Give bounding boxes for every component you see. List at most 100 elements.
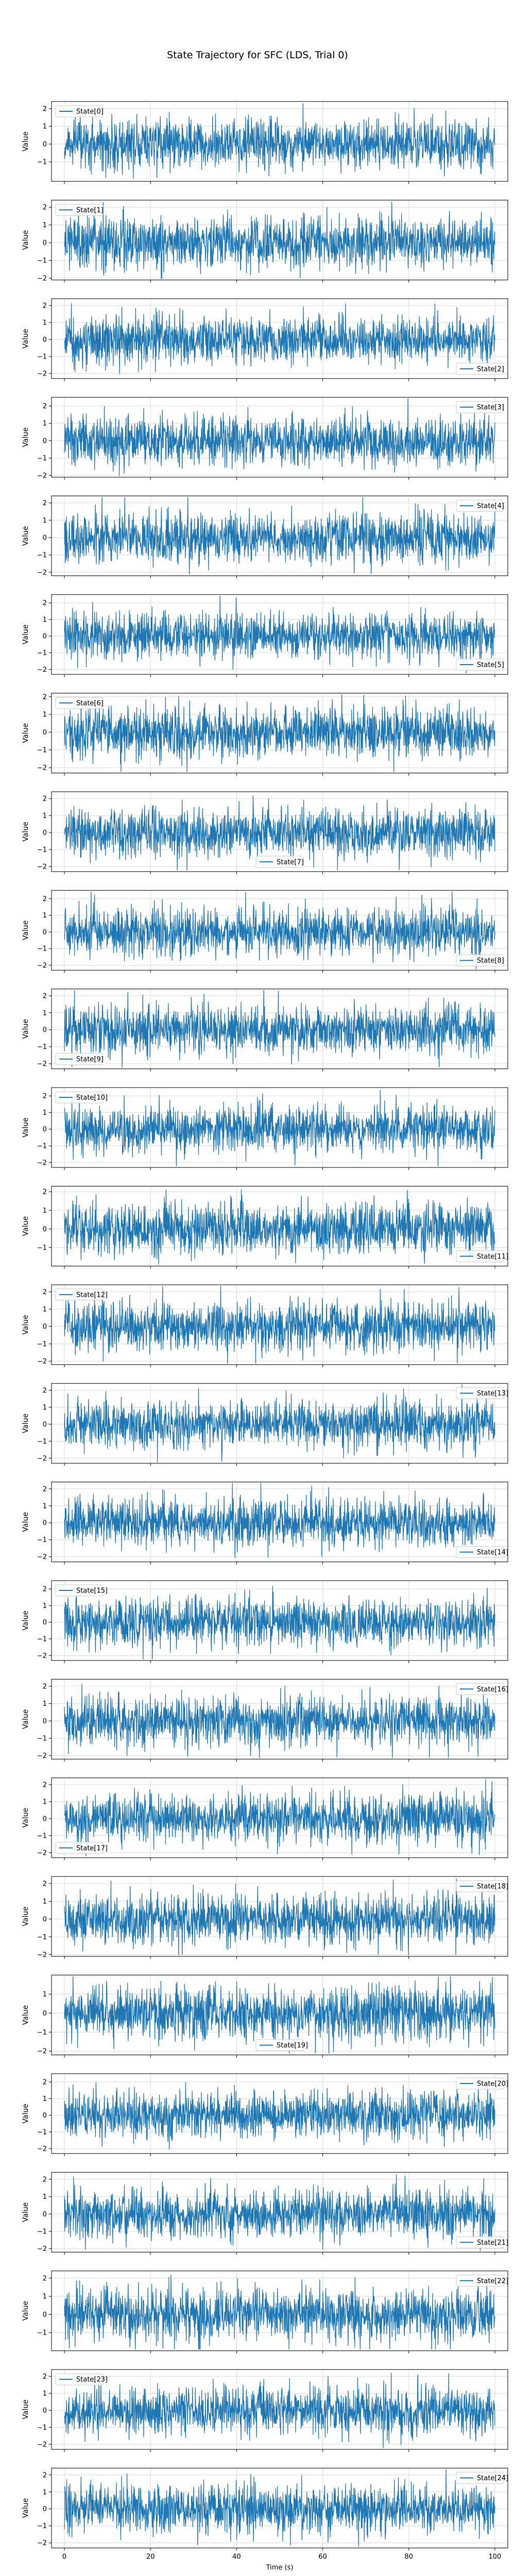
legend-12: State[12] [55, 1289, 108, 1301]
y-tick-label: 0 [43, 729, 47, 737]
y-axis-label: Value [22, 1019, 30, 1039]
y-axis-label: Value [22, 2005, 30, 2025]
legend-box [456, 1683, 504, 1695]
legend-box [456, 2077, 504, 2090]
series-line-16 [64, 1684, 495, 1758]
y-tick-label: 1 [43, 1700, 47, 1708]
legend-label: State[0] [76, 108, 104, 116]
series-line-8 [64, 891, 495, 970]
y-tick-label: −1 [37, 552, 47, 560]
y-tick-label: 0 [43, 1619, 47, 1626]
y-tick-label: −1 [37, 1043, 47, 1051]
y-axis-label: Value [22, 1413, 30, 1433]
series-line-13 [64, 1384, 495, 1463]
y-tick-label: 1 [43, 1109, 47, 1117]
y-tick-label: 1 [43, 912, 47, 920]
y-axis-label: Value [22, 131, 30, 151]
legend-label: State[6] [76, 700, 104, 707]
y-axis-label: Value [22, 230, 30, 250]
legend-box [55, 1289, 104, 1301]
axes-frame [51, 594, 508, 675]
axes-frame [51, 1185, 508, 1266]
y-axis-label: Value [22, 2202, 30, 2222]
y-tick-label: 2 [43, 2176, 47, 2183]
series-line-14 [64, 1483, 495, 1558]
y-tick-label: 1 [43, 2095, 47, 2103]
y-tick-label: 2 [43, 105, 47, 113]
series-line-22 [64, 2274, 495, 2350]
subplot-2: −2 −1 0 1 2 Value State[2] [22, 298, 508, 381]
y-tick-label: 0 [43, 1026, 47, 1034]
legend-label: State[4] [477, 502, 504, 510]
legend-label: State[11] [477, 1253, 508, 1261]
subplot-24: −2 −1 0 1 2 Value State[24] 0 20 40 60 80 100 Time (s… [22, 2468, 508, 2572]
y-tick-label: 2 [43, 1880, 47, 1888]
y-tick-label: 1 [43, 123, 47, 131]
y-tick-label: 0 [43, 1718, 47, 1725]
series-line-19 [64, 1976, 495, 2054]
subplot-8: −2 −1 0 1 2 Value State[8] [22, 890, 508, 973]
subplot-15: −2 −1 0 1 2 Value State[15] [22, 1580, 508, 1663]
subplot-19: −2 −1 0 1 Value State[19] [22, 1975, 508, 2058]
y-tick-label: −2 [37, 1553, 47, 1561]
y-tick-label: 2 [43, 795, 47, 803]
legend-box [55, 1842, 104, 1854]
y-axis-label: Value [22, 1808, 30, 1827]
y-tick-label: 0 [43, 1519, 47, 1527]
axes-frame [51, 101, 508, 182]
y-tick-label: −1 [37, 1735, 47, 1742]
y-tick-label: −2 [37, 666, 47, 674]
legend-label: State[19] [277, 2042, 308, 2049]
legend-label: State[2] [477, 365, 504, 373]
series-line-15 [64, 1586, 495, 1660]
series-line-18 [64, 1878, 495, 1956]
y-tick-label: 1 [43, 319, 47, 327]
y-tick-label: 0 [43, 1323, 47, 1331]
y-tick-label: −2 [37, 1159, 47, 1167]
y-tick-label: −1 [37, 2329, 47, 2337]
subplot-9: −2 −1 0 1 2 Value State[9] [22, 989, 508, 1072]
y-tick-label: −2 [37, 1060, 47, 1068]
y-tick-label: 0 [43, 437, 47, 445]
legend-box [456, 658, 504, 671]
y-tick-label: 2 [43, 500, 47, 507]
legend-label: State[1] [76, 207, 104, 214]
legend-7: State[7] [255, 856, 304, 868]
series-line-5 [64, 595, 495, 674]
y-tick-label: 1 [43, 2193, 47, 2201]
y-tick-label: −1 [37, 2424, 47, 2432]
subplot-7: −2 −1 0 1 2 Value State[7] [22, 791, 508, 874]
series-line-10 [64, 1090, 495, 1167]
y-tick-label: 2 [43, 1781, 47, 1789]
y-tick-label: −2 [37, 1752, 47, 1760]
y-tick-label: 2 [43, 302, 47, 310]
y-axis-label: Value [22, 1611, 30, 1630]
legend-box [456, 2236, 504, 2248]
y-tick-label: 0 [43, 1421, 47, 1429]
y-tick-label: 2 [43, 1093, 47, 1100]
legend-6: State[6] [55, 697, 104, 709]
x-tick-label: 40 [232, 2553, 241, 2561]
subplot-1: −2 −1 0 1 2 Value State[1] [22, 199, 508, 282]
axes-frame [51, 397, 508, 478]
subplot-4: −2 −1 0 1 2 Value State[4] [22, 496, 508, 579]
axes-frame [51, 199, 508, 280]
x-tick-label: 80 [404, 2553, 413, 2561]
subplot-16: −2 −1 0 1 2 Value State[16] [22, 1679, 508, 1762]
y-tick-label: −1 [37, 2522, 47, 2530]
legend-9: State[9] [55, 1053, 104, 1065]
y-tick-label: −1 [37, 1934, 47, 1941]
y-tick-label: 2 [43, 1289, 47, 1296]
legend-10: State[10] [55, 1091, 108, 1104]
legend-label: State[14] [477, 1549, 508, 1556]
y-axis-label: Value [22, 2399, 30, 2419]
legend-23: State[23] [55, 2373, 108, 2385]
y-tick-label: 0 [43, 2407, 47, 2415]
y-tick-label: −2 [37, 1358, 47, 1366]
legend-box [255, 856, 304, 868]
y-tick-label: −1 [37, 1438, 47, 1446]
y-axis-label: Value [22, 624, 30, 644]
y-tick-label: −2 [37, 1849, 47, 1857]
series-line-11 [64, 1189, 495, 1265]
y-tick-label: 0 [43, 2112, 47, 2120]
